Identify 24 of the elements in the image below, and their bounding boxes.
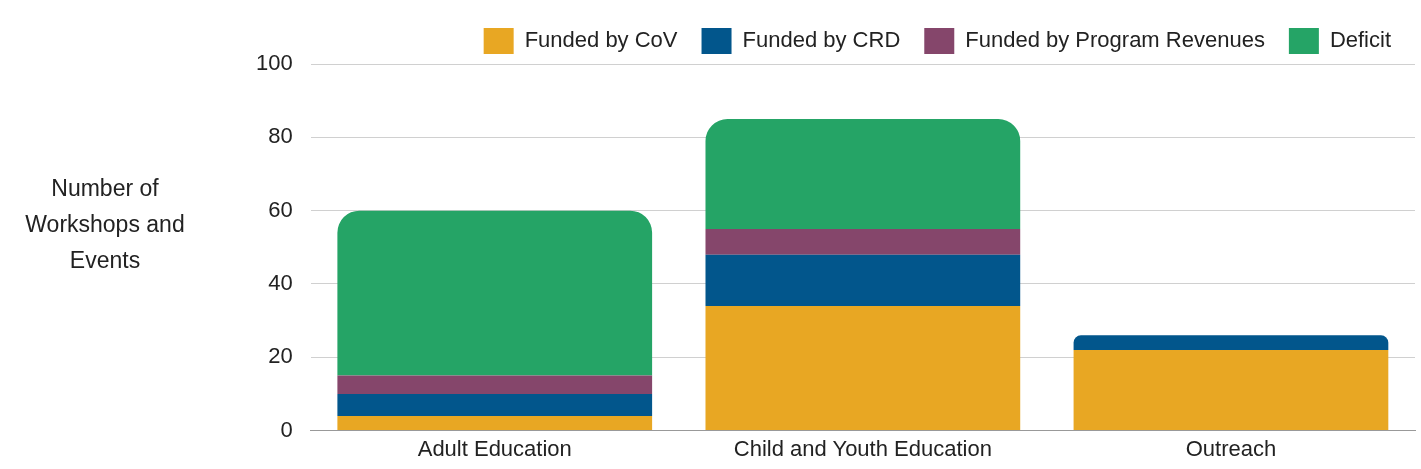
legend-label: Funded by Program Revenues (965, 27, 1265, 53)
bar (705, 118, 1021, 229)
y-tick-label: 60 (268, 196, 293, 222)
y-axis-title: Number of Workshops and Events (24, 174, 186, 275)
legend-label: Deficit (1329, 27, 1391, 53)
x-tick-label: Adult Education (417, 435, 572, 461)
bar (705, 228, 1021, 255)
x-tick-label: Outreach (1185, 435, 1277, 461)
legend-label: Funded by CoV (524, 27, 678, 53)
x-tick-label: Child and Youth Education (733, 435, 992, 461)
legend-label: Funded by CRD (742, 27, 901, 53)
y-tick-label: 40 (268, 270, 293, 296)
bar (337, 415, 653, 431)
bar (705, 305, 1021, 431)
y-tick-label: 100 (255, 50, 293, 76)
y-tick-label: 0 (280, 416, 293, 442)
bar (1073, 335, 1389, 350)
y-tick-label: 80 (268, 123, 293, 149)
bar (337, 393, 653, 416)
bar (1073, 349, 1389, 431)
y-tick-label: 20 (268, 343, 293, 369)
bar (337, 210, 653, 376)
bar (705, 254, 1021, 306)
bar (337, 375, 653, 394)
